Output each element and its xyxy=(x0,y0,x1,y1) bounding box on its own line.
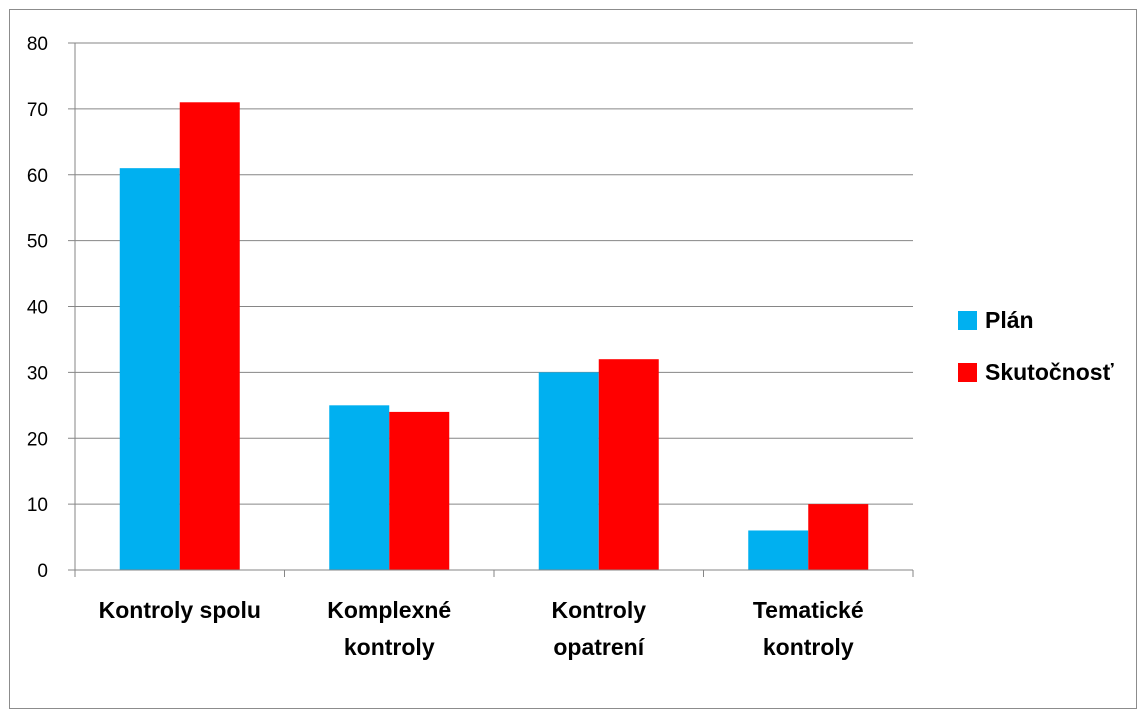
y-tick-label: 20 xyxy=(27,429,48,450)
bar-plan xyxy=(329,405,390,570)
y-tick-label: 30 xyxy=(27,363,48,384)
legend-label: Skutočnosť xyxy=(985,359,1115,385)
y-tick-label: 60 xyxy=(27,166,48,187)
legend-label: Plán xyxy=(985,307,1034,333)
bar-skutocnost xyxy=(808,504,869,570)
category-labels: Kontroly spolu Komplexné kontroly Kontroly o… xyxy=(99,597,864,660)
legend-swatch xyxy=(958,363,977,382)
y-tick-label: 40 xyxy=(27,298,48,319)
y-tick-label: 80 xyxy=(27,34,48,55)
y-tick-label: 50 xyxy=(27,232,48,253)
bar-plan xyxy=(538,372,599,570)
category-label: Tematické kontroly xyxy=(753,597,864,660)
bar-plan xyxy=(748,530,809,570)
category-label: Kontroly spolu xyxy=(99,597,261,623)
y-tick-labels: 0 10 20 30 40 50 60 70 80 xyxy=(27,34,48,582)
legend: Plán Skutočnosť xyxy=(958,307,1115,385)
bar-chart: 0 10 20 30 40 50 60 70 80 Kontroly spolu Komplexn… xyxy=(27,34,1115,660)
y-tick-label: 70 xyxy=(27,100,48,121)
bars xyxy=(119,102,869,570)
bar-plan xyxy=(119,168,180,570)
legend-swatch xyxy=(958,311,977,330)
bar-skutocnost xyxy=(598,359,659,570)
y-tick-label: 10 xyxy=(27,495,48,516)
category-label: Kontroly opatrení xyxy=(551,597,646,660)
category-label: Komplexné kontroly xyxy=(327,597,451,660)
y-tick-label: 0 xyxy=(37,561,48,582)
axes xyxy=(68,42,914,577)
bar-skutocnost xyxy=(389,411,450,570)
bar-skutocnost xyxy=(179,102,240,570)
